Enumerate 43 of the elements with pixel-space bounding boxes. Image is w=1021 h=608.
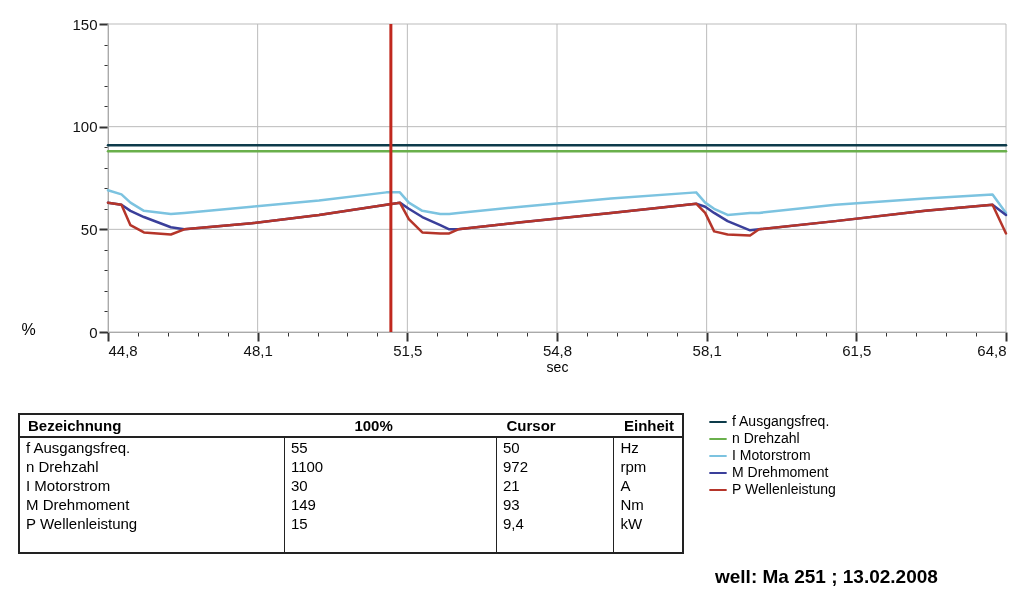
x-tick-label: 54,8 (542, 341, 573, 359)
y-tick-label: 50 (80, 220, 98, 238)
text: I Motorstrom (25, 476, 112, 495)
text: M Drehmoment (25, 495, 131, 514)
legend-label: I Motorstrom (732, 447, 811, 463)
text: rpm (613, 457, 683, 476)
text: P Wellenleistung (25, 514, 139, 533)
x-tick-label: 61,5 (842, 341, 872, 359)
y-tick-label: 100 (72, 118, 98, 136)
text: 30 (284, 476, 497, 495)
text: 50 (496, 437, 614, 457)
text: Hz (613, 437, 683, 457)
text: A (613, 476, 683, 495)
x-tick-label: 64,8 (977, 341, 1007, 359)
text: 9,4 (496, 514, 614, 533)
text: 55 (284, 437, 497, 457)
y-axis-title: % (21, 320, 36, 338)
legend-label: P Wellenleistung (732, 481, 836, 497)
text: Cursor (496, 414, 614, 437)
y-tick-label: 0 (89, 323, 98, 341)
text: 972 (496, 457, 614, 476)
x-axis-title: sec (546, 358, 569, 375)
text: 149 (284, 495, 497, 514)
x-tick-label: 51,5 (393, 341, 423, 359)
text: 15 (284, 514, 497, 533)
text: n Drehzahl (25, 457, 100, 476)
text: f Ausgangsfreq. (25, 438, 132, 457)
legend-label: n Drehzahl (732, 430, 800, 446)
text: 1100 (284, 457, 497, 476)
y-tick-label: 150 (72, 15, 98, 33)
legend-label: M Drehmoment (732, 464, 829, 480)
text: Nm (613, 495, 683, 514)
x-tick-label: 58,1 (692, 341, 722, 359)
text: 21 (496, 476, 614, 495)
x-tick-label: 48,1 (243, 341, 273, 359)
text: 93 (496, 495, 614, 514)
x-tick-label: 44,8 (108, 341, 138, 359)
text: Bezeichnung (19, 414, 285, 437)
text: Einheit (613, 414, 683, 437)
legend-label: f Ausgangsfreq. (732, 413, 830, 429)
text: well: Ma 251 ; 13.02.2008 (715, 566, 938, 588)
text: 100% (284, 414, 497, 437)
text: kW (613, 514, 683, 533)
